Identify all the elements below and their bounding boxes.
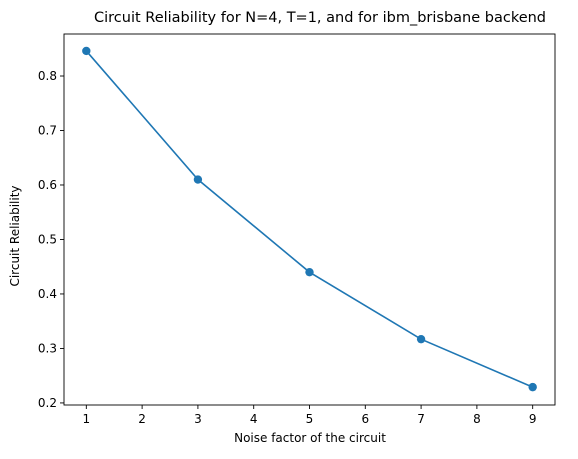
y-tick-label: 0.6 bbox=[38, 178, 57, 192]
x-tick-label: 7 bbox=[417, 412, 425, 426]
x-tick-label: 8 bbox=[473, 412, 481, 426]
x-tick-label: 5 bbox=[306, 412, 314, 426]
data-point bbox=[416, 334, 426, 344]
plot-area bbox=[63, 33, 556, 406]
x-tick-label: 4 bbox=[250, 412, 258, 426]
x-tick-label: 2 bbox=[138, 412, 146, 426]
data-point bbox=[305, 267, 314, 277]
x-tick-label: 1 bbox=[82, 412, 90, 426]
chart-title: Circuit Reliability for N=4, T=1, and fo… bbox=[94, 10, 546, 26]
series-line bbox=[85, 50, 533, 388]
x-tick-label: 6 bbox=[361, 412, 369, 426]
data-point bbox=[528, 382, 537, 392]
y-tick-label: 0.3 bbox=[38, 341, 57, 355]
y-axis-label: Circuit Reliability bbox=[8, 185, 22, 286]
y-tick-label: 0.8 bbox=[38, 69, 57, 83]
y-axis-ticks: 0.2 0.3 0.4 0.5 0.6 0.7 0.8 bbox=[38, 69, 64, 410]
x-axis-ticks: 1 2 3 4 5 6 7 8 9 bbox=[82, 405, 537, 426]
y-tick-label: 0.7 bbox=[38, 123, 57, 137]
y-tick-label: 0.4 bbox=[38, 287, 57, 301]
y-tick-label: 0.2 bbox=[38, 396, 57, 410]
data-point bbox=[193, 175, 203, 184]
plot-frame bbox=[63, 33, 556, 406]
x-tick-label: 9 bbox=[529, 412, 537, 426]
y-tick-label: 0.5 bbox=[38, 232, 57, 246]
series-layer bbox=[82, 46, 537, 392]
x-tick-label: 3 bbox=[194, 412, 202, 426]
data-point bbox=[82, 46, 91, 56]
x-axis-label: Noise factor of the circuit bbox=[234, 431, 386, 445]
